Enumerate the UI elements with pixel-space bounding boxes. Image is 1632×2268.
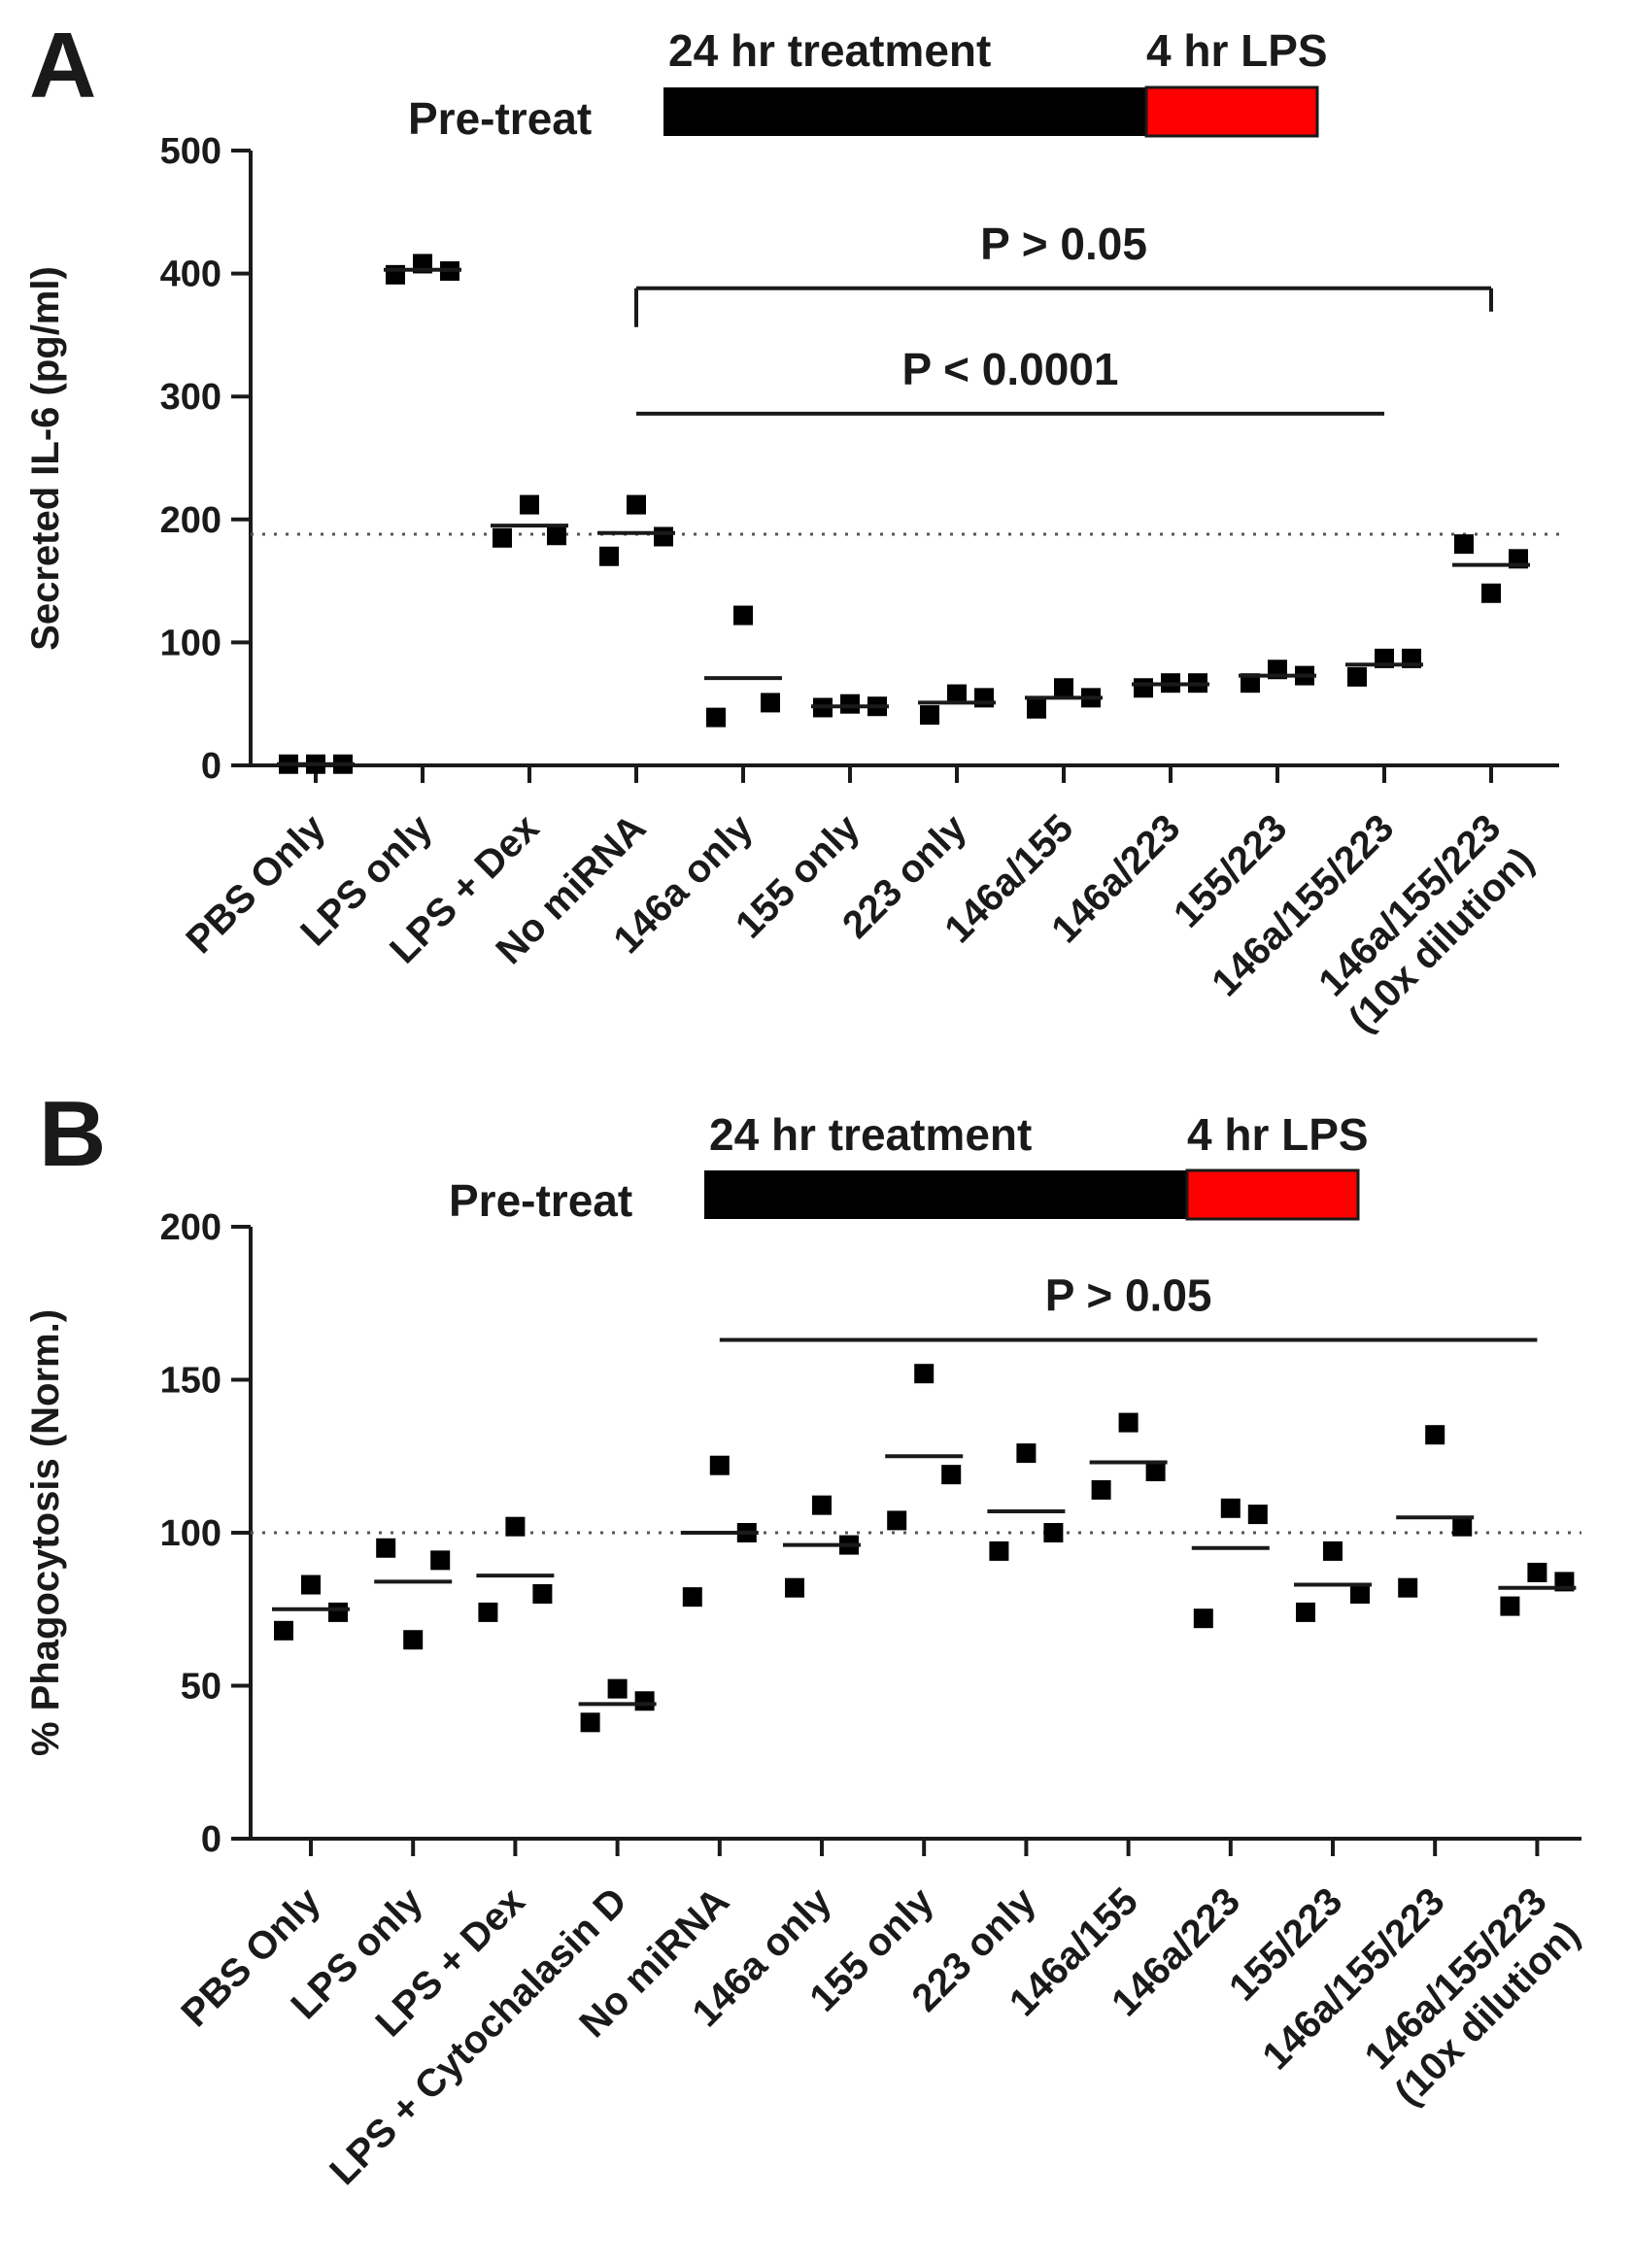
panel-b-data-point — [274, 1620, 293, 1641]
panel-b-data-point — [478, 1602, 498, 1622]
panel-a-lps-bar — [1144, 85, 1319, 138]
panel-b-data-point — [887, 1510, 907, 1531]
panel-b-data-point — [1145, 1462, 1166, 1481]
panel-a-data-point — [761, 693, 780, 713]
panel-a-data-point — [840, 694, 860, 714]
panel-a-data-point — [627, 494, 646, 515]
panel-b-data-point — [1043, 1523, 1064, 1542]
panel-b-y-tick-label: 50 — [181, 1667, 221, 1708]
panel-b-y-tick-label: 200 — [160, 1207, 221, 1248]
panel-b-treatment-bar — [704, 1170, 1187, 1219]
panel-b-data-point — [1398, 1577, 1418, 1598]
panel-b-data-point — [1220, 1498, 1241, 1518]
panel-a-data-point — [654, 526, 673, 547]
panel-a-data-point — [520, 494, 539, 515]
panel-a-pretreat-label: Pre-treat — [408, 93, 592, 144]
panel-a-data-point — [1027, 698, 1046, 719]
panel-b-data-point — [1118, 1412, 1139, 1433]
panel-b-data-point — [785, 1577, 804, 1598]
panel-b-y-tick-label: 150 — [160, 1361, 221, 1402]
panel-b-label: B — [39, 1082, 106, 1186]
panel-b-data-point — [812, 1495, 832, 1515]
panel-a-data-point — [599, 546, 619, 566]
panel-b-data-point — [709, 1455, 730, 1475]
panel-a-data-point — [706, 707, 726, 728]
panel-a-treatment-bar — [663, 87, 1146, 136]
panel-a-y-tick-label: 500 — [160, 131, 221, 172]
panel-b-data-point — [914, 1364, 935, 1384]
panel-a-y-tick-label: 200 — [160, 500, 221, 541]
panel-a-data-point — [493, 527, 512, 548]
panel-b-data-point — [580, 1712, 600, 1733]
panel-b-data-point — [1323, 1540, 1343, 1561]
panel-b-data-point — [989, 1540, 1009, 1561]
panel-b-lps-bar — [1185, 1168, 1360, 1221]
panel-b-pretreat-label: Pre-treat — [449, 1175, 632, 1226]
panel-a-data-point — [733, 605, 753, 626]
panel-b-y-tick-label: 100 — [160, 1513, 221, 1554]
panel-a-y-tick-label: 400 — [160, 254, 221, 295]
panel-b-data-point — [1016, 1443, 1037, 1464]
panel-b-data-point — [403, 1630, 424, 1650]
panel-b-y-axis-title: % Phagocytosis (Norm.) — [24, 1309, 67, 1756]
panel-a-y-tick-label: 100 — [160, 623, 221, 663]
panel-a-y-axis-title: Secreted IL-6 (pg/ml) — [24, 266, 67, 651]
panel-a-category-label: 146a/155/223 — [1204, 806, 1402, 1004]
panel-a-significance-label: P > 0.05 — [980, 219, 1147, 269]
panel-a-data-point — [1134, 678, 1153, 698]
panel-a-data-point — [547, 525, 566, 546]
panel-a-data-point — [1454, 534, 1474, 555]
panel-b-data-point — [682, 1587, 702, 1608]
panel-b-lps-label: 4 hr LPS — [1187, 1109, 1369, 1160]
panel-b-y-tick-label: 0 — [201, 1819, 221, 1860]
panel-a-y-tick-label: 300 — [160, 377, 221, 418]
panel-b-data-point — [1452, 1516, 1473, 1537]
panel-b-data-point — [1350, 1584, 1370, 1604]
panel-b-data-point — [1091, 1479, 1111, 1500]
panel-b-data-point — [301, 1574, 321, 1595]
panel-a-treatment-label: 24 hr treatment — [668, 25, 991, 76]
panel-b-data-point — [1425, 1425, 1445, 1445]
panel-a-data-point — [1347, 666, 1367, 687]
panel-a-y-tick-label: 0 — [201, 746, 221, 787]
panel-b-significance-label: P > 0.05 — [1045, 1270, 1212, 1321]
panel-b-data-point — [1500, 1596, 1520, 1616]
panel-a-significance-label: P < 0.0001 — [902, 344, 1119, 394]
panel-a-data-point — [1054, 678, 1073, 698]
panel-b-data-point — [1296, 1602, 1315, 1622]
panel-a-label: A — [29, 14, 96, 118]
panel-a-data-point — [1241, 673, 1260, 694]
panel-a-lps-label: 4 hr LPS — [1146, 25, 1328, 76]
panel-b-data-point — [1527, 1562, 1547, 1582]
panel-b-treatment-label: 24 hr treatment — [709, 1109, 1032, 1160]
panel-a-data-point — [947, 684, 967, 704]
panel-b-data-point — [1247, 1505, 1268, 1525]
panel-b-data-point — [1193, 1608, 1213, 1629]
panel-a-data-point — [920, 705, 939, 726]
panel-b-data-point — [941, 1465, 962, 1485]
panel-b-data-point — [532, 1584, 553, 1604]
panel-a-data-point — [1481, 583, 1501, 603]
panel-b-data-point — [607, 1678, 628, 1699]
panel-b-data-point — [430, 1550, 451, 1571]
panel-b-data-point — [634, 1691, 655, 1711]
panel-b-data-point — [505, 1516, 526, 1537]
panel-b-data-point — [376, 1538, 396, 1558]
panel-b-data-point — [328, 1602, 348, 1622]
